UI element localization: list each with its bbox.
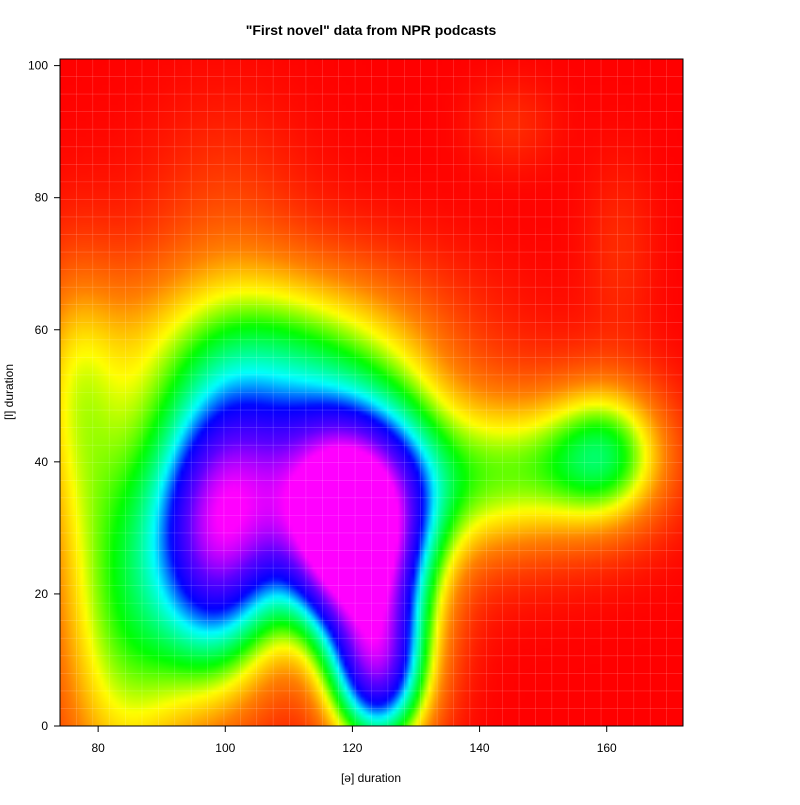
y-tick-label: 40	[35, 455, 49, 469]
chart-title: "First novel" data from NPR podcasts	[246, 22, 497, 38]
y-tick-label: 60	[35, 323, 49, 337]
y-tick-label: 100	[28, 59, 48, 73]
plot-frame	[59, 58, 684, 727]
y-axis-label: [l] duration	[2, 364, 16, 420]
grid-lines	[60, 59, 683, 726]
density-surface	[60, 59, 683, 726]
y-axis: 0 20 40 60 80 100	[28, 59, 60, 733]
y-tick-label: 80	[35, 191, 49, 205]
y-tick-label: 20	[35, 587, 49, 601]
y-tick-label: 0	[41, 719, 48, 733]
plot-area	[60, 59, 683, 726]
x-tick-label: 100	[215, 741, 235, 755]
x-axis: 80 100 120 140 160	[91, 726, 617, 755]
x-tick-label: 80	[91, 741, 105, 755]
x-tick-label: 160	[597, 741, 617, 755]
x-axis-label: [ə] duration	[341, 771, 401, 785]
x-tick-label: 140	[470, 741, 490, 755]
x-tick-label: 120	[342, 741, 362, 755]
